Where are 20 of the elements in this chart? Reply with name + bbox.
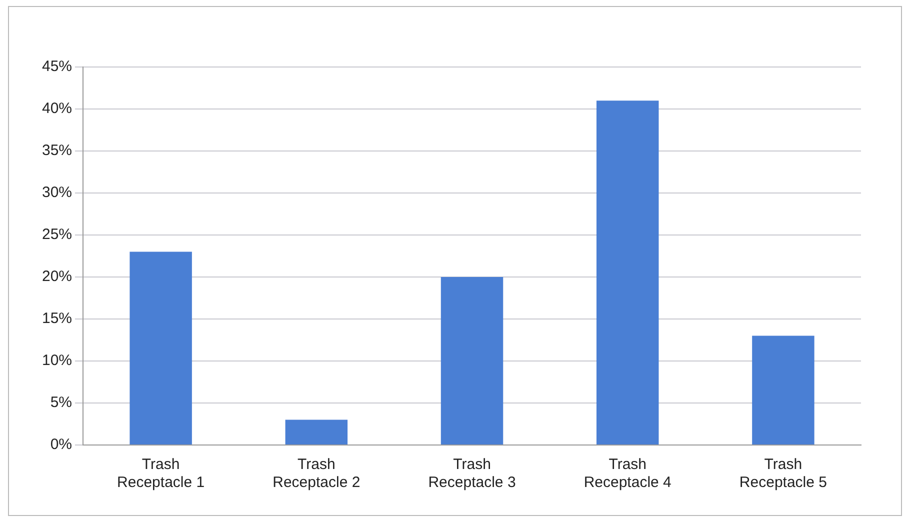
y-tick-label: 15% bbox=[42, 310, 72, 328]
y-tick-label: 25% bbox=[42, 226, 72, 244]
y-tick-label: 10% bbox=[42, 352, 72, 370]
y-tick-label: 30% bbox=[42, 184, 72, 202]
y-tick-label: 45% bbox=[42, 58, 72, 76]
y-tick-label: 0% bbox=[50, 436, 72, 454]
x-tick-label: Trash Receptacle 2 bbox=[272, 456, 360, 492]
x-tick-label: Trash Receptacle 5 bbox=[739, 456, 827, 492]
y-tick-label: 5% bbox=[50, 394, 72, 412]
x-tick-label: Trash Receptacle 1 bbox=[117, 456, 205, 492]
x-tick-label: Trash Receptacle 3 bbox=[428, 456, 516, 492]
bar bbox=[130, 252, 192, 444]
y-tick-label: 35% bbox=[42, 142, 72, 160]
x-tick-label: Trash Receptacle 4 bbox=[584, 456, 672, 492]
bar bbox=[440, 277, 504, 444]
bar bbox=[752, 336, 814, 444]
bar bbox=[285, 420, 348, 444]
y-tick-label: 40% bbox=[42, 100, 72, 118]
bar bbox=[596, 100, 659, 444]
y-tick-label: 20% bbox=[42, 268, 72, 286]
